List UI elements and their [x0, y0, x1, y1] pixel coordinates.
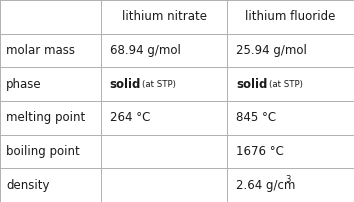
Text: solid: solid: [236, 78, 268, 91]
Text: 2.64 g/cm: 2.64 g/cm: [236, 179, 296, 192]
Text: 1676 °C: 1676 °C: [236, 145, 284, 158]
Text: 25.94 g/mol: 25.94 g/mol: [236, 44, 307, 57]
Text: lithium nitrate: lithium nitrate: [121, 10, 207, 23]
Text: (at STP): (at STP): [142, 80, 176, 89]
Text: boiling point: boiling point: [6, 145, 80, 158]
Text: melting point: melting point: [6, 111, 86, 124]
Text: 3: 3: [285, 175, 290, 184]
Text: molar mass: molar mass: [6, 44, 75, 57]
Text: 68.94 g/mol: 68.94 g/mol: [110, 44, 181, 57]
Text: density: density: [6, 179, 50, 192]
Text: lithium fluoride: lithium fluoride: [245, 10, 336, 23]
Text: solid: solid: [110, 78, 141, 91]
Text: 264 °C: 264 °C: [110, 111, 150, 124]
Text: phase: phase: [6, 78, 42, 91]
Text: (at STP): (at STP): [269, 80, 303, 89]
Text: 845 °C: 845 °C: [236, 111, 276, 124]
